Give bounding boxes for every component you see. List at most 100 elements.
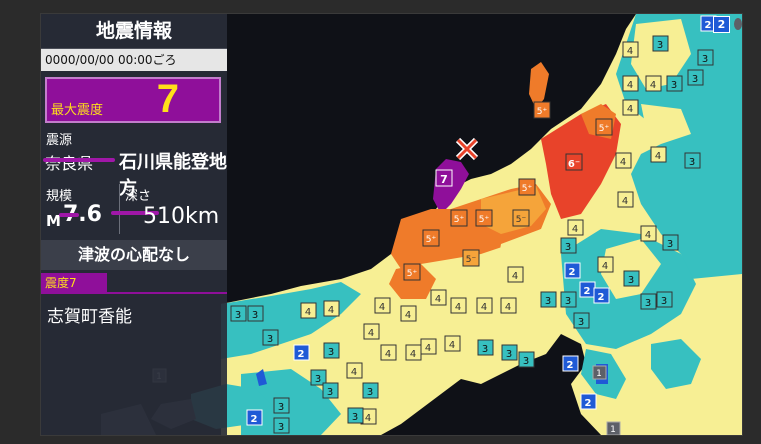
svg-text:2: 2 bbox=[569, 267, 576, 278]
svg-text:3: 3 bbox=[702, 54, 708, 65]
tsunami-status: 津波の心配なし bbox=[41, 240, 227, 270]
max-intensity-box: 最大震度 7 bbox=[45, 77, 221, 123]
svg-text:4: 4 bbox=[425, 343, 431, 354]
svg-text:3: 3 bbox=[657, 40, 663, 51]
svg-text:3: 3 bbox=[315, 374, 321, 385]
badge-6minus: 6⁻ bbox=[565, 153, 583, 171]
svg-text:3: 3 bbox=[689, 157, 695, 168]
strike-line bbox=[43, 158, 115, 162]
svg-text:4: 4 bbox=[365, 413, 371, 424]
corner-dot-icon bbox=[734, 18, 742, 30]
svg-text:7: 7 bbox=[440, 173, 448, 186]
max-intensity-label: 最大震度 bbox=[51, 103, 104, 118]
strike-line bbox=[59, 213, 79, 217]
info-panel: 地震情報 0000/00/00 00:00ごろ 最大震度 7 震源 奈良県 石川… bbox=[41, 14, 227, 435]
magnitude-prefix: M bbox=[46, 212, 61, 230]
svg-text:3: 3 bbox=[671, 80, 677, 91]
badge-5plus-sado: 5⁺ bbox=[533, 101, 551, 119]
svg-text:4: 4 bbox=[435, 294, 441, 305]
svg-text:4: 4 bbox=[379, 302, 385, 313]
svg-text:4: 4 bbox=[650, 80, 656, 91]
svg-text:4: 4 bbox=[305, 307, 311, 318]
depth-struck-digit: 5 bbox=[143, 204, 157, 229]
svg-text:4: 4 bbox=[405, 310, 411, 321]
epicenter-struck-text: 奈良県 bbox=[45, 154, 94, 173]
svg-text:3: 3 bbox=[328, 347, 334, 358]
panel-title: 地震情報 bbox=[41, 14, 227, 49]
svg-text:3: 3 bbox=[278, 402, 284, 413]
depth-value: 10km bbox=[157, 204, 220, 229]
svg-text:2: 2 bbox=[298, 349, 305, 360]
svg-text:3: 3 bbox=[628, 275, 634, 286]
x-mark-icon bbox=[455, 137, 479, 161]
svg-text:6⁻: 6⁻ bbox=[568, 159, 580, 170]
svg-text:4: 4 bbox=[645, 230, 651, 241]
svg-text:4: 4 bbox=[627, 46, 633, 57]
svg-text:5⁺: 5⁺ bbox=[599, 124, 610, 134]
svg-text:2: 2 bbox=[251, 414, 258, 425]
svg-text:4: 4 bbox=[572, 224, 578, 235]
svg-text:3: 3 bbox=[692, 74, 698, 85]
svg-text:5⁺: 5⁺ bbox=[407, 269, 418, 279]
intensity-place: 志賀町香能 bbox=[47, 307, 132, 327]
svg-text:5⁺: 5⁺ bbox=[479, 215, 490, 225]
svg-text:3: 3 bbox=[267, 334, 273, 345]
svg-text:4: 4 bbox=[449, 340, 455, 351]
svg-text:3: 3 bbox=[352, 412, 358, 423]
svg-text:4: 4 bbox=[620, 157, 626, 168]
epicenter-label: 震源 bbox=[46, 133, 73, 148]
svg-text:3: 3 bbox=[235, 310, 241, 321]
svg-text:4: 4 bbox=[627, 104, 633, 115]
strike-line bbox=[111, 211, 159, 215]
svg-text:3: 3 bbox=[545, 296, 551, 307]
svg-text:5⁺: 5⁺ bbox=[522, 184, 533, 194]
svg-text:3: 3 bbox=[278, 422, 284, 433]
svg-text:4: 4 bbox=[655, 151, 661, 162]
svg-text:3: 3 bbox=[565, 242, 571, 253]
svg-text:3: 3 bbox=[565, 296, 571, 307]
max-intensity-value: 7 bbox=[156, 77, 179, 121]
svg-text:4: 4 bbox=[481, 302, 487, 313]
svg-text:3: 3 bbox=[506, 349, 512, 360]
svg-text:4: 4 bbox=[512, 271, 518, 282]
svg-text:4: 4 bbox=[505, 302, 511, 313]
magnitude-label: 規模 bbox=[46, 189, 73, 204]
svg-text:3: 3 bbox=[645, 298, 651, 309]
svg-text:4: 4 bbox=[622, 196, 628, 207]
intensity-divider bbox=[41, 292, 227, 294]
svg-text:1: 1 bbox=[596, 369, 602, 379]
svg-text:3: 3 bbox=[578, 317, 584, 328]
sado-island bbox=[529, 62, 549, 109]
svg-text:4: 4 bbox=[351, 367, 357, 378]
svg-text:3: 3 bbox=[482, 344, 488, 355]
svg-text:3: 3 bbox=[252, 310, 258, 321]
svg-text:3: 3 bbox=[327, 387, 333, 398]
svg-text:4: 4 bbox=[328, 305, 334, 316]
svg-text:1: 1 bbox=[610, 425, 616, 435]
svg-text:2: 2 bbox=[585, 398, 592, 409]
depth-label: 深さ bbox=[125, 189, 152, 204]
svg-text:2: 2 bbox=[567, 360, 574, 371]
svg-text:5⁻: 5⁻ bbox=[516, 215, 527, 225]
intensity-map: 7 6⁻ 5⁺ 5⁺ 5⁺ 5⁺ 5⁺ 5⁺ 5⁺ 5⁻ 5⁻ 4 4 4 4 … bbox=[101, 14, 742, 435]
svg-text:5⁺: 5⁺ bbox=[454, 215, 465, 225]
svg-text:4: 4 bbox=[602, 261, 608, 272]
svg-text:5⁺: 5⁺ bbox=[426, 235, 437, 245]
svg-text:2: 2 bbox=[705, 20, 712, 31]
svg-text:3: 3 bbox=[523, 356, 529, 367]
svg-text:4: 4 bbox=[627, 80, 633, 91]
intensity-badges: 7 6⁻ 5⁺ 5⁺ 5⁺ 5⁺ 5⁺ 5⁺ 5⁺ 5⁻ 5⁻ 4 4 4 4 … bbox=[152, 15, 717, 435]
svg-text:3: 3 bbox=[661, 296, 667, 307]
badge-2-corner-icon: 2 bbox=[713, 16, 730, 33]
divider bbox=[119, 184, 120, 234]
badge-7-noto: 7 bbox=[435, 169, 453, 187]
earthquake-info-window: 7 6⁻ 5⁺ 5⁺ 5⁺ 5⁺ 5⁺ 5⁺ 5⁺ 5⁻ 5⁻ 4 4 4 4 … bbox=[40, 13, 743, 436]
svg-text:3: 3 bbox=[367, 387, 373, 398]
svg-text:4: 4 bbox=[455, 302, 461, 313]
intensity-header: 震度7 bbox=[41, 273, 107, 293]
svg-text:2: 2 bbox=[598, 292, 605, 303]
svg-text:3: 3 bbox=[667, 239, 673, 250]
datetime-field: 0000/00/00 00:00ごろ bbox=[41, 49, 227, 71]
svg-text:4: 4 bbox=[385, 349, 391, 360]
svg-text:2: 2 bbox=[584, 286, 591, 297]
